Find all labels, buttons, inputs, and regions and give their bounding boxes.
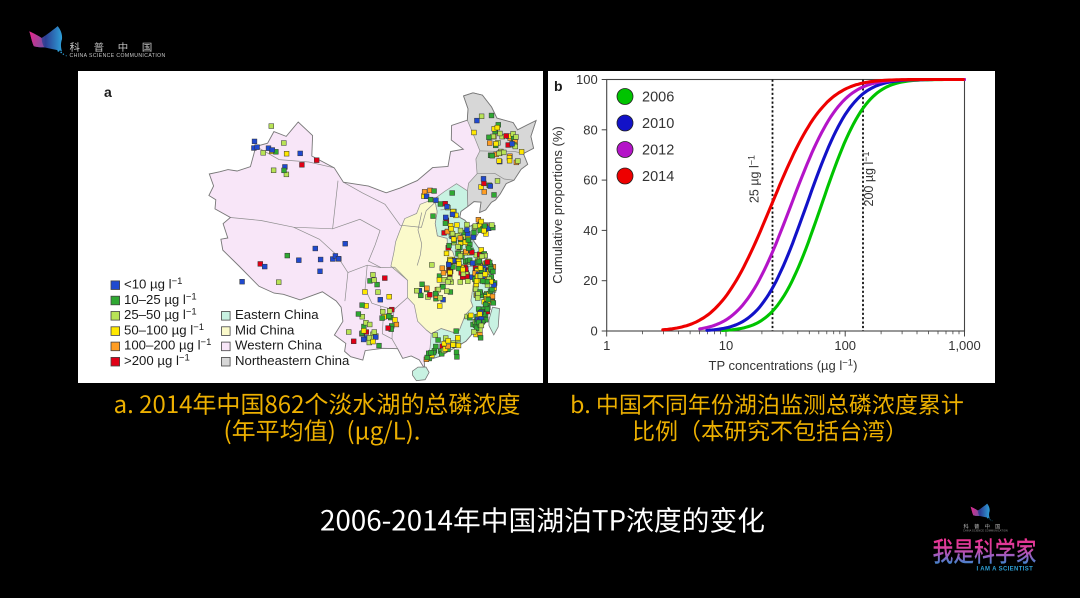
svg-text:Mid China: Mid China: [235, 322, 295, 337]
svg-text:Eastern China: Eastern China: [235, 307, 319, 322]
svg-text:60: 60: [583, 173, 597, 188]
svg-text:a: a: [104, 84, 112, 100]
svg-text:2012: 2012: [642, 143, 674, 159]
svg-text:25 µg l−1: 25 µg l−1: [747, 155, 762, 203]
svg-text:40: 40: [583, 223, 597, 238]
svg-text:2010: 2010: [642, 116, 674, 132]
svg-text:2006: 2006: [642, 90, 674, 106]
svg-text:100–200 µg l−1: 100–200 µg l−1: [124, 337, 211, 353]
svg-text:100: 100: [834, 338, 856, 353]
svg-text:80: 80: [583, 122, 597, 137]
svg-text:25–50 µg l−1: 25–50 µg l−1: [124, 307, 197, 323]
svg-text:b: b: [554, 78, 563, 94]
svg-text:Northeastern China: Northeastern China: [235, 353, 350, 368]
svg-text:TP concentrations (µg l−1): TP concentrations (µg l−1): [709, 358, 858, 374]
svg-text:200 µg l−1: 200 µg l−1: [861, 152, 876, 207]
svg-text:0: 0: [590, 324, 597, 339]
svg-text:100: 100: [576, 72, 598, 87]
svg-text:10–25 µg l−1: 10–25 µg l−1: [124, 291, 197, 307]
svg-text:10: 10: [719, 338, 733, 353]
svg-text:Cumulative proportions (%): Cumulative proportions (%): [550, 126, 565, 284]
svg-text:CHINA SCIENCE COMMUNICATION: CHINA SCIENCE COMMUNICATION: [963, 530, 1008, 533]
svg-text:<10 µg l−1: <10 µg l−1: [124, 276, 182, 292]
svg-text:2014: 2014: [642, 169, 674, 185]
svg-text:CHINA SCIENCE COMMUNICATION: CHINA SCIENCE COMMUNICATION: [70, 53, 166, 59]
svg-text:1,000: 1,000: [948, 338, 981, 353]
svg-text:20: 20: [583, 273, 597, 288]
svg-text:1: 1: [603, 338, 610, 353]
svg-text:>200 µg l−1: >200 µg l−1: [124, 353, 190, 369]
svg-text:50–100 µg l−1: 50–100 µg l−1: [124, 322, 204, 338]
svg-text:Western China: Western China: [235, 338, 323, 353]
svg-text:I AM A SCIENTIST: I AM A SCIENTIST: [977, 567, 1034, 573]
